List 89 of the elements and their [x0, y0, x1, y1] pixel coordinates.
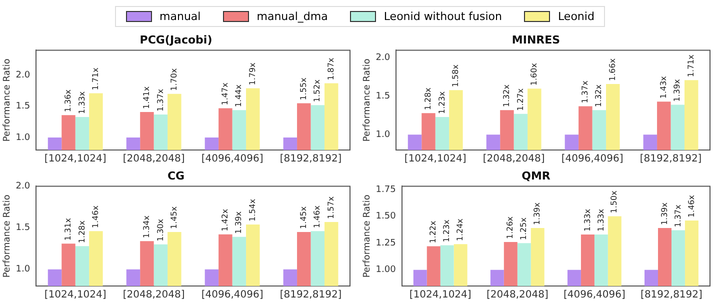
y-tick-label: 1.5 — [376, 92, 390, 102]
legend-label: manual — [160, 10, 201, 22]
y-tick-label: 1.0 — [16, 264, 30, 275]
y-tick-label: 1.75 — [376, 184, 396, 195]
legend-label: Leonid without fusion — [384, 10, 502, 22]
data-label: 1.22x — [428, 220, 438, 244]
y-tick-label: 2.0 — [16, 70, 30, 80]
y-axis-title: Performance Ratio — [2, 58, 13, 142]
chart-title: CG — [167, 169, 185, 182]
data-label: 1.34x — [142, 215, 152, 238]
y-tick-label: 1.50 — [376, 212, 396, 222]
data-label: 1.30x — [156, 218, 165, 242]
data-label: 1.33x — [596, 208, 606, 232]
legend-label: Leonid — [558, 10, 594, 22]
x-tick-label: [8192,8192] — [640, 290, 703, 301]
data-label: 1.23x — [442, 219, 452, 242]
data-label: 1.45x — [298, 206, 308, 229]
x-tick-label: [2048,2048] — [482, 154, 545, 165]
y-tick-label: 2.0 — [16, 182, 30, 192]
y-tick-label: 1.00 — [376, 265, 396, 276]
x-tick-label: [8192,8192] — [640, 154, 702, 165]
x-tick-label: [4096,4096] — [563, 290, 626, 301]
data-label: 1.57x — [326, 196, 336, 219]
y-tick-label: 2.0 — [376, 53, 390, 64]
data-label: 1.23x — [437, 91, 446, 114]
x-tick-label: [1024,1024] — [44, 154, 106, 165]
x-tick-label: [2048,2048] — [122, 290, 185, 301]
x-tick-label: [2048,2048] — [486, 290, 548, 301]
data-label: 1.42x — [220, 208, 230, 232]
data-label: 1.46x — [312, 205, 322, 228]
data-label: 1.31x — [64, 218, 73, 241]
x-tick-label: [8192,8192] — [280, 154, 342, 165]
x-tick-label: [1024,1024] — [409, 290, 472, 301]
chart-title: PCG(Jacobi) — [140, 33, 212, 46]
data-label: 1.39x — [234, 211, 244, 234]
x-tick-label: [2048,2048] — [122, 154, 185, 165]
y-axis-title: Performance Ratio — [362, 194, 373, 278]
data-label: 1.50x — [610, 190, 619, 214]
data-label: 1.54x — [248, 198, 257, 222]
data-label: 1.58x — [451, 64, 460, 88]
y-tick-label: 1.0 — [376, 130, 390, 140]
data-label: 1.32x — [594, 84, 604, 108]
data-label: 1.71x — [686, 54, 696, 78]
x-tick-label: [8192,8192] — [280, 290, 342, 301]
data-label: 1.70x — [170, 68, 178, 91]
x-tick-label: [4096,4096] — [561, 154, 624, 165]
data-label: 1.32x — [502, 84, 512, 108]
data-label: 1.27x — [516, 88, 525, 111]
y-axis-title: Performance Ratio — [2, 194, 13, 278]
data-label: 1.33x — [582, 208, 592, 232]
data-label: 1.52x — [312, 79, 322, 102]
data-label: 1.24x — [456, 218, 465, 242]
data-label: 1.28x — [77, 220, 86, 244]
x-tick-label: [4096,4096] — [201, 154, 264, 165]
data-label: 1.25x — [519, 217, 528, 240]
data-label: 1.39x — [660, 202, 669, 226]
legend-label: manual_dma — [256, 10, 328, 22]
data-label: 1.28x — [424, 87, 433, 110]
data-label: 1.44x — [234, 84, 244, 108]
data-label: 1.41x — [142, 86, 152, 109]
x-tick-label: [1024,1024] — [404, 154, 466, 165]
data-label: 1.46x — [686, 194, 696, 218]
data-label: 1.26x — [506, 216, 515, 239]
data-label: 1.66x — [608, 58, 617, 81]
chart-title: MINRES — [512, 33, 560, 46]
data-label: 1.47x — [220, 82, 230, 106]
y-tick-label: 1.0 — [16, 132, 30, 143]
data-label: 1.45x — [170, 206, 178, 229]
data-label: 1.39x — [532, 202, 542, 226]
data-label: 1.37x — [156, 88, 165, 112]
y-axis-title: Performance Ratio — [362, 58, 373, 142]
data-label: 1.36x — [64, 89, 73, 112]
x-tick-label: [4096,4096] — [201, 290, 264, 301]
data-label: 1.55x — [298, 77, 308, 100]
data-label: 1.71x — [91, 67, 100, 90]
y-tick-label: 1.5 — [16, 223, 30, 234]
data-label: 1.43x — [658, 76, 668, 99]
data-label: 1.33x — [77, 91, 86, 114]
data-label: 1.37x — [580, 80, 590, 104]
y-tick-label: 1.25 — [376, 238, 396, 248]
y-tick-label: 1.5 — [16, 102, 30, 112]
data-label: 1.60x — [530, 62, 538, 86]
data-label: 1.79x — [248, 62, 257, 86]
data-label: 1.46x — [91, 205, 100, 228]
data-label: 1.39x — [672, 78, 682, 102]
x-tick-label: [1024,1024] — [44, 290, 106, 301]
chart-title: QMR — [522, 169, 551, 182]
data-label: 1.37x — [673, 204, 682, 228]
data-label: 1.87x — [326, 57, 336, 80]
